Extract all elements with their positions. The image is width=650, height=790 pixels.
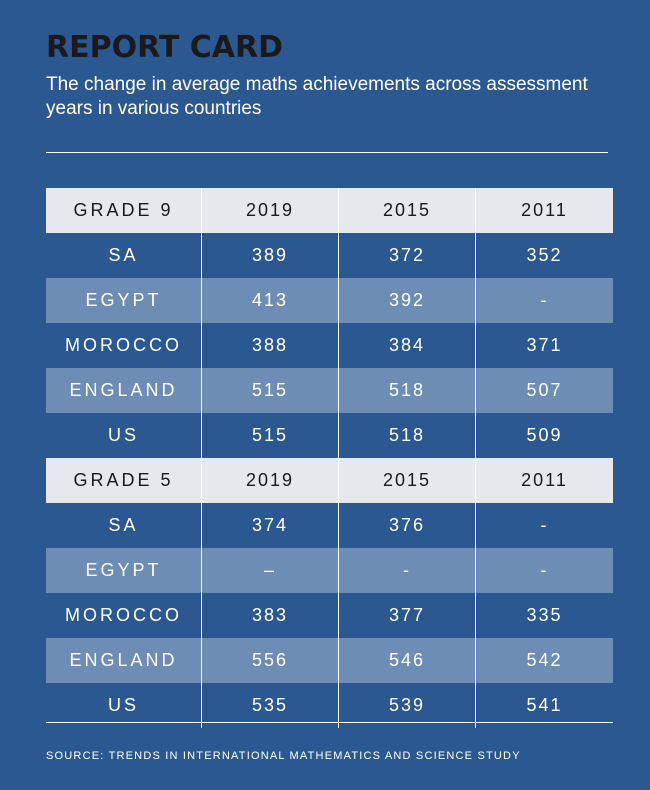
score-cell: 509 — [475, 413, 613, 458]
score-cell: 377 — [338, 593, 475, 638]
country-label: SA — [108, 515, 139, 535]
score-cell: 535 — [201, 683, 338, 728]
score-cell: 542 — [475, 638, 613, 683]
score-cell: 507 — [475, 368, 613, 413]
year-header: 2019 — [201, 188, 338, 233]
page-title: REPORT CARD — [46, 30, 283, 65]
score-cell: 389 — [201, 233, 338, 278]
table-row: EGYPT 413 392- — [46, 278, 613, 323]
score-cell: 518 — [338, 413, 475, 458]
score-cell: 384 — [338, 323, 475, 368]
score-cell: - — [475, 503, 613, 548]
score-cell: 546 — [338, 638, 475, 683]
country-label: US — [107, 695, 139, 715]
grade-label: GRADE 9 — [73, 200, 174, 220]
table-row: ENGLAND 515 518 507 — [46, 368, 613, 413]
table-header-row: GRADE 5 2019 2015 2011 — [46, 458, 613, 503]
year-header: 2011 — [475, 188, 613, 233]
country-label: EGYPT — [85, 290, 162, 310]
score-cell: 515 — [201, 413, 338, 458]
score-cell: 372 — [338, 233, 475, 278]
score-cell: 383 — [201, 593, 338, 638]
score-cell: - — [475, 548, 613, 593]
score-cell: 392 — [338, 278, 475, 323]
year-header: 2019 — [201, 458, 338, 503]
report-table: GRADE 9 2019 2015 2011 SA 389 372 352 EGYPT 413 39… — [46, 188, 613, 728]
table-row: US 535 539 541 — [46, 683, 613, 728]
score-cell: 374 — [201, 503, 338, 548]
table-row: EGYPT – - - — [46, 548, 613, 593]
score-cell: 556 — [201, 638, 338, 683]
table-row: US 515 518 509 — [46, 413, 613, 458]
top-divider — [46, 152, 608, 153]
country-label: US — [107, 425, 139, 445]
country-label: SA — [108, 245, 139, 265]
country-label: EGYPT — [85, 560, 162, 580]
source-note: SOURCE: TRENDS IN INTERNATIONAL MATHEMAT… — [46, 750, 521, 762]
table-row: MOROCCO 383 377 335 — [46, 593, 613, 638]
score-cell: 515 — [201, 368, 338, 413]
score-cell: 518 — [338, 368, 475, 413]
score-cell: 335 — [475, 593, 613, 638]
score-cell: 352 — [475, 233, 613, 278]
country-label: MOROCCO — [65, 605, 182, 625]
table-row: MOROCCO 388 384 371 — [46, 323, 613, 368]
table-row: ENGLAND 556 546 542 — [46, 638, 613, 683]
table-row: SA 374 376- — [46, 503, 613, 548]
table-row: SA 389 372 352 — [46, 233, 613, 278]
country-label: MOROCCO — [65, 335, 182, 355]
score-cell: – — [201, 548, 338, 593]
score-cell: 388 — [201, 323, 338, 368]
country-label: ENGLAND — [69, 650, 178, 670]
bottom-divider — [46, 722, 613, 723]
score-cell: 539 — [338, 683, 475, 728]
score-cell: - — [475, 278, 613, 323]
score-cell: 541 — [475, 683, 613, 728]
score-cell: 376 — [338, 503, 475, 548]
score-cell: 413 — [201, 278, 338, 323]
grade-label: GRADE 5 — [73, 470, 174, 490]
table-header-row: GRADE 9 2019 2015 2011 — [46, 188, 613, 233]
score-cell: - — [338, 548, 475, 593]
year-header: 2011 — [475, 458, 613, 503]
country-label: ENGLAND — [69, 380, 178, 400]
year-header: 2015 — [338, 458, 475, 503]
page-subtitle: The change in average maths achievements… — [46, 74, 588, 119]
year-header: 2015 — [338, 188, 475, 233]
score-cell: 371 — [475, 323, 613, 368]
